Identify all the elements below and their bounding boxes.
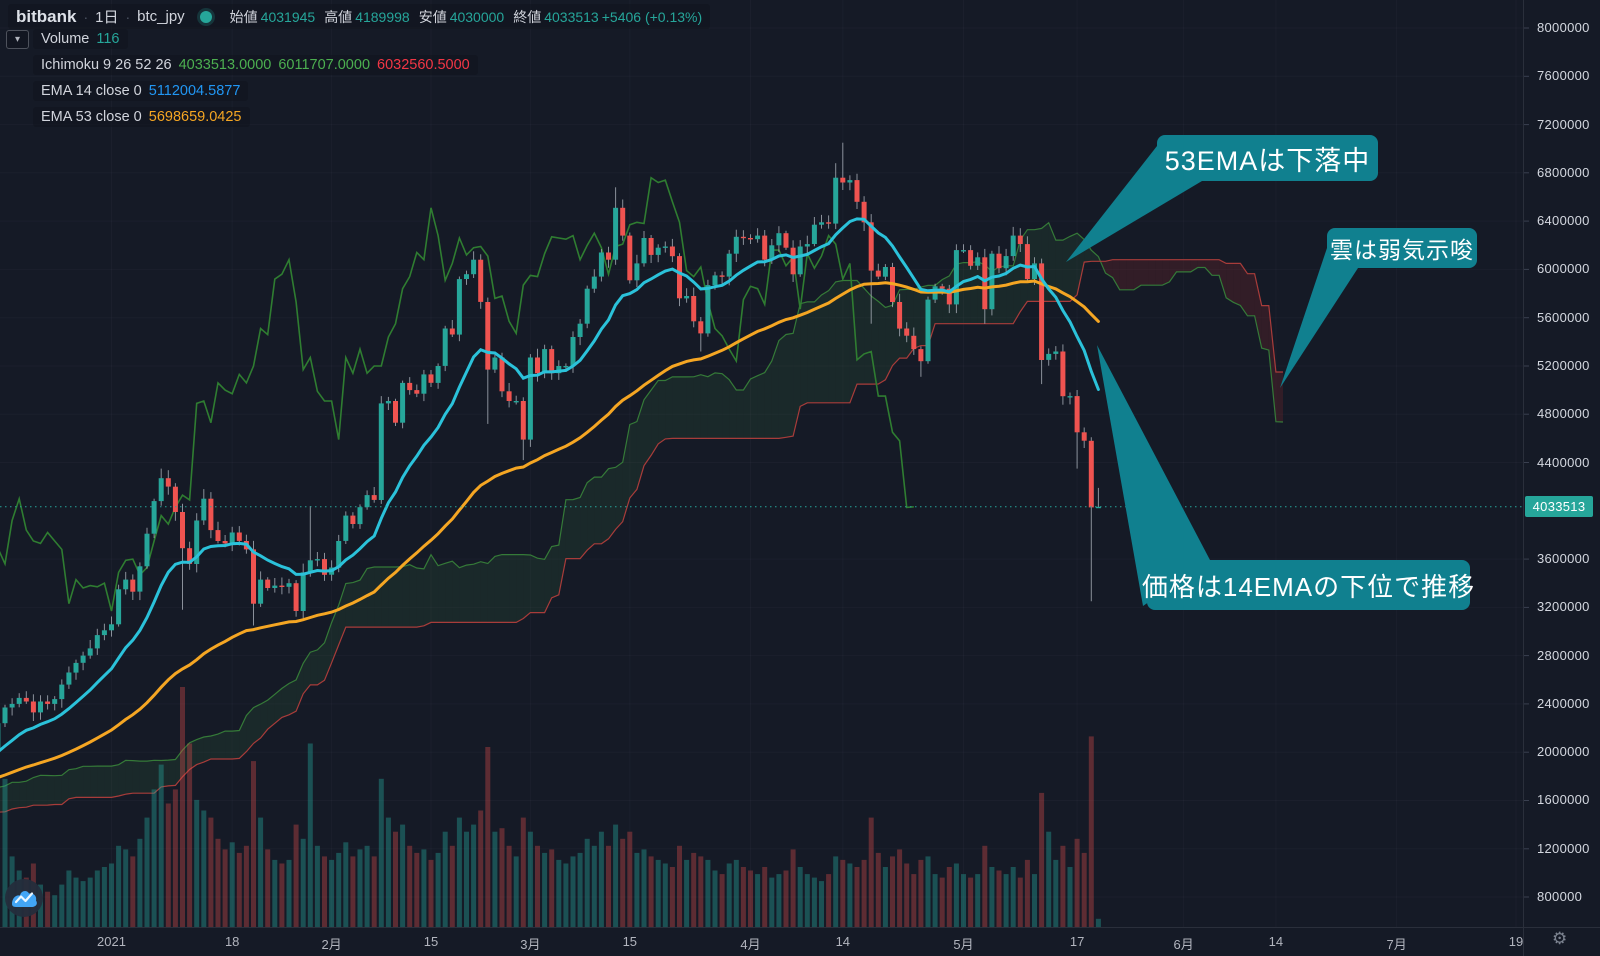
- price-tick-label: 5200000: [1537, 357, 1590, 373]
- low-value: 4030000: [449, 8, 505, 25]
- time-tick-label: 2021: [97, 934, 126, 949]
- interval-label[interactable]: 1日: [95, 9, 119, 26]
- ema53-line: [0, 279, 1100, 779]
- volume-value: 116: [96, 31, 120, 47]
- price-tick-label: 7600000: [1537, 68, 1590, 84]
- time-tick-label: 3月: [520, 937, 541, 952]
- logo-chart-line: [14, 892, 34, 904]
- ichimoku-label: Ichimoku 9 26 52 26: [41, 57, 172, 73]
- ema53-legend: EMA 53 close 0 5698659.0425: [33, 107, 250, 127]
- ichimoku-chikou-value: 4033513.0000: [178, 57, 272, 73]
- ema53-value: 5698659.0425: [148, 109, 242, 125]
- ema14-value: 5112004.5877: [148, 83, 241, 99]
- callout-tails: [1066, 146, 1358, 606]
- symbol-header: bitbank · 1日 · btc_jpy 始値 4031945 高値 418…: [8, 4, 711, 29]
- time-tick-label: 17: [1069, 934, 1085, 949]
- ichimoku-legend: Ichimoku 9 26 52 26 4033513.0000 6011707…: [33, 55, 478, 75]
- time-tick-label: 7月: [1386, 937, 1407, 952]
- ichimoku-senkou-b-value: 6032560.5000: [377, 57, 470, 73]
- time-tick-label: 15: [622, 934, 638, 949]
- change-value: +5406 (+0.13%): [601, 8, 703, 25]
- price-tick-label: 2000000: [1537, 744, 1590, 760]
- price-tick-label: 5600000: [1537, 309, 1590, 325]
- ema14-legend: EMA 14 close 0 5112004.5877: [33, 81, 249, 101]
- last-price-badge: 4033513: [1525, 496, 1593, 518]
- time-tick-label: 15: [423, 934, 439, 949]
- price-tick-label: 6800000: [1537, 164, 1590, 180]
- price-tick-label: 7200000: [1537, 116, 1590, 132]
- low-label: 安値: [418, 8, 447, 25]
- price-tick-label: 6400000: [1537, 213, 1590, 229]
- price-tick-label: 2400000: [1537, 695, 1590, 711]
- exchange-name[interactable]: bitbank: [16, 6, 77, 26]
- ema53-label: EMA 53 close 0: [41, 109, 142, 125]
- time-tick-label: 14: [835, 934, 851, 949]
- time-axis[interactable]: 2021 18 2月 15 3月 15 4月 14 5月 17 6月 14 7月 19: [0, 927, 1600, 956]
- callout-cloud-tail: [1280, 242, 1358, 388]
- chevron-down-icon[interactable]: ▾: [6, 30, 29, 49]
- price-tick-label: 3200000: [1537, 599, 1590, 615]
- callout-53ema-falling[interactable]: 53EMAは下落中: [1157, 135, 1378, 181]
- pair-label[interactable]: btc_jpy: [137, 8, 185, 25]
- candlesticks: [0, 142, 1101, 749]
- price-tick-label: 2800000: [1537, 647, 1590, 663]
- price-tick-label: 6000000: [1537, 261, 1590, 277]
- high-label: 高値: [324, 8, 353, 25]
- open-value: 4031945: [260, 8, 316, 25]
- callout-bearish-cloud[interactable]: 雲は弱気示唆: [1327, 228, 1477, 268]
- callout-price-tail: [1097, 345, 1210, 606]
- price-tick-label: 4400000: [1537, 454, 1590, 470]
- volume-label: Volume: [41, 31, 90, 47]
- price-tick-label: 3600000: [1537, 551, 1590, 567]
- time-tick-label: 2月: [321, 937, 342, 952]
- time-tick-label: 18: [224, 934, 240, 949]
- ohlc-readout: 始値 4031945 高値 4189998 安値 4030000 終値 4033…: [230, 7, 702, 27]
- open-label: 始値: [229, 8, 258, 25]
- ema14-line: [0, 217, 1100, 753]
- close-value: 4033513: [544, 8, 599, 25]
- exchange-logo[interactable]: [4, 878, 44, 918]
- high-value: 4189998: [355, 8, 410, 25]
- ichimoku-senkou-a-value: 6011707.0000: [278, 57, 371, 73]
- close-label: 終値: [513, 8, 542, 25]
- separator-dot: ·: [125, 8, 131, 25]
- price-tick-label: 1600000: [1537, 792, 1590, 808]
- senkou-a-line: [0, 221, 1284, 788]
- price-tick-label: 800000: [1537, 889, 1583, 905]
- time-tick-label: 4月: [740, 937, 761, 952]
- volume-bars: [2, 687, 1101, 927]
- axis-tick-marks: [1523, 27, 1529, 898]
- callout-price-below-14ema[interactable]: 価格は14EMAの下位で推移: [1142, 560, 1474, 610]
- price-tick-label: 1200000: [1537, 840, 1590, 856]
- price-tick-label: 4800000: [1537, 406, 1590, 422]
- price-tick-label: 8000000: [1537, 20, 1590, 35]
- gear-icon[interactable]: ⚙: [1552, 929, 1568, 948]
- chikou-span-line: [0, 176, 914, 612]
- ema14-label: EMA 14 close 0: [41, 83, 142, 99]
- time-tick-label: 14: [1268, 934, 1284, 949]
- time-tick-label: 5月: [953, 937, 974, 952]
- time-tick-label: 6月: [1173, 937, 1194, 952]
- time-tick-label: 19: [1508, 934, 1524, 949]
- price-axis[interactable]: 8000000 7600000 7200000 6800000 6400000 60000…: [1523, 0, 1600, 956]
- senkou-b-line: [0, 259, 1283, 813]
- live-status-icon: [199, 10, 212, 23]
- separator-dot: ·: [83, 8, 89, 25]
- volume-legend: Volume 116: [33, 29, 128, 49]
